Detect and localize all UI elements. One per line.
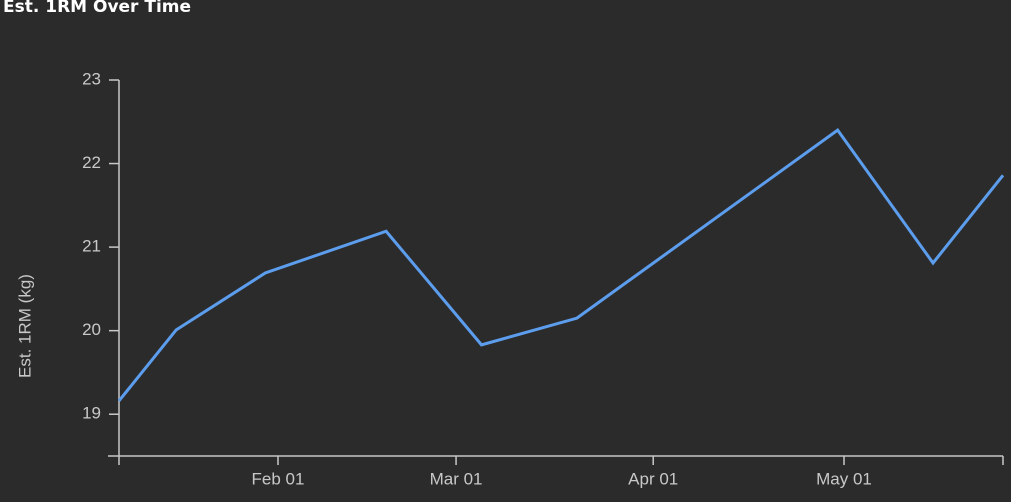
x-tick-label: Feb 01 <box>252 469 305 488</box>
y-tick-label: 22 <box>82 153 101 172</box>
data-line <box>117 128 1005 402</box>
x-tick-label: Apr 01 <box>628 469 678 488</box>
x-tick-label: Mar 01 <box>430 469 483 488</box>
y-tick-label: 19 <box>82 404 101 423</box>
y-axis-label: Est. 1RM (kg) <box>15 274 34 378</box>
y-tick-label: 23 <box>82 69 101 88</box>
y-tick-label: 20 <box>82 320 101 339</box>
chart-title: Est. 1RM Over Time <box>3 0 191 17</box>
x-tick-label: May 01 <box>816 469 872 488</box>
y-tick-label: 21 <box>82 237 101 256</box>
